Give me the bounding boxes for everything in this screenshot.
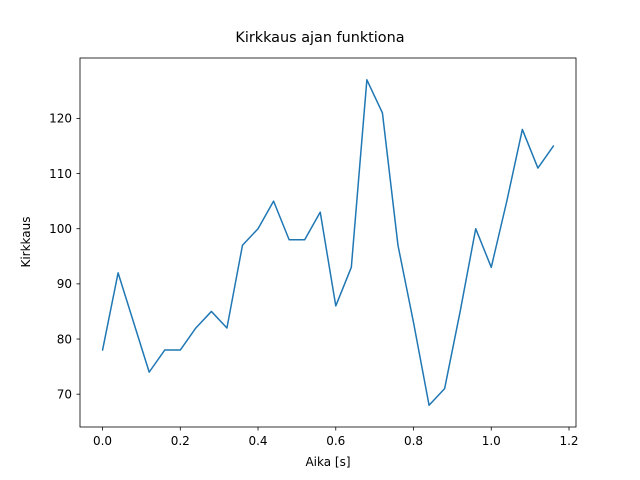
x-tick-label: 0.0 [93, 434, 112, 448]
data-line-kirkkaus [101, 79, 555, 406]
x-tick-label: 0.8 [404, 434, 423, 448]
x-tick-label: 1.0 [482, 434, 501, 448]
x-axis-label: Aika [s] [305, 455, 350, 469]
y-tick-label: 110 [49, 167, 72, 181]
y-tick-label: 90 [57, 277, 72, 291]
axes-frame [79, 57, 577, 428]
y-axis-ticks: 70 80 90 100 110 120 [49, 112, 80, 401]
chart-title: Kirkkaus ajan funktiona [235, 30, 405, 46]
y-tick-label: 100 [49, 222, 72, 236]
x-tick-label: 1.2 [559, 434, 578, 448]
y-tick-label: 70 [57, 387, 72, 401]
axes-background [80, 58, 576, 427]
x-axis-ticks: 0.0 0.2 0.4 0.6 0.8 1.0 1.2 [93, 427, 579, 448]
x-tick-label: 0.4 [248, 434, 267, 448]
x-tick-label: 0.2 [171, 434, 190, 448]
y-tick-label: 120 [49, 112, 72, 126]
y-axis-label: Kirkkaus [19, 216, 33, 267]
y-tick-label: 80 [57, 332, 72, 346]
x-tick-label: 0.6 [326, 434, 345, 448]
